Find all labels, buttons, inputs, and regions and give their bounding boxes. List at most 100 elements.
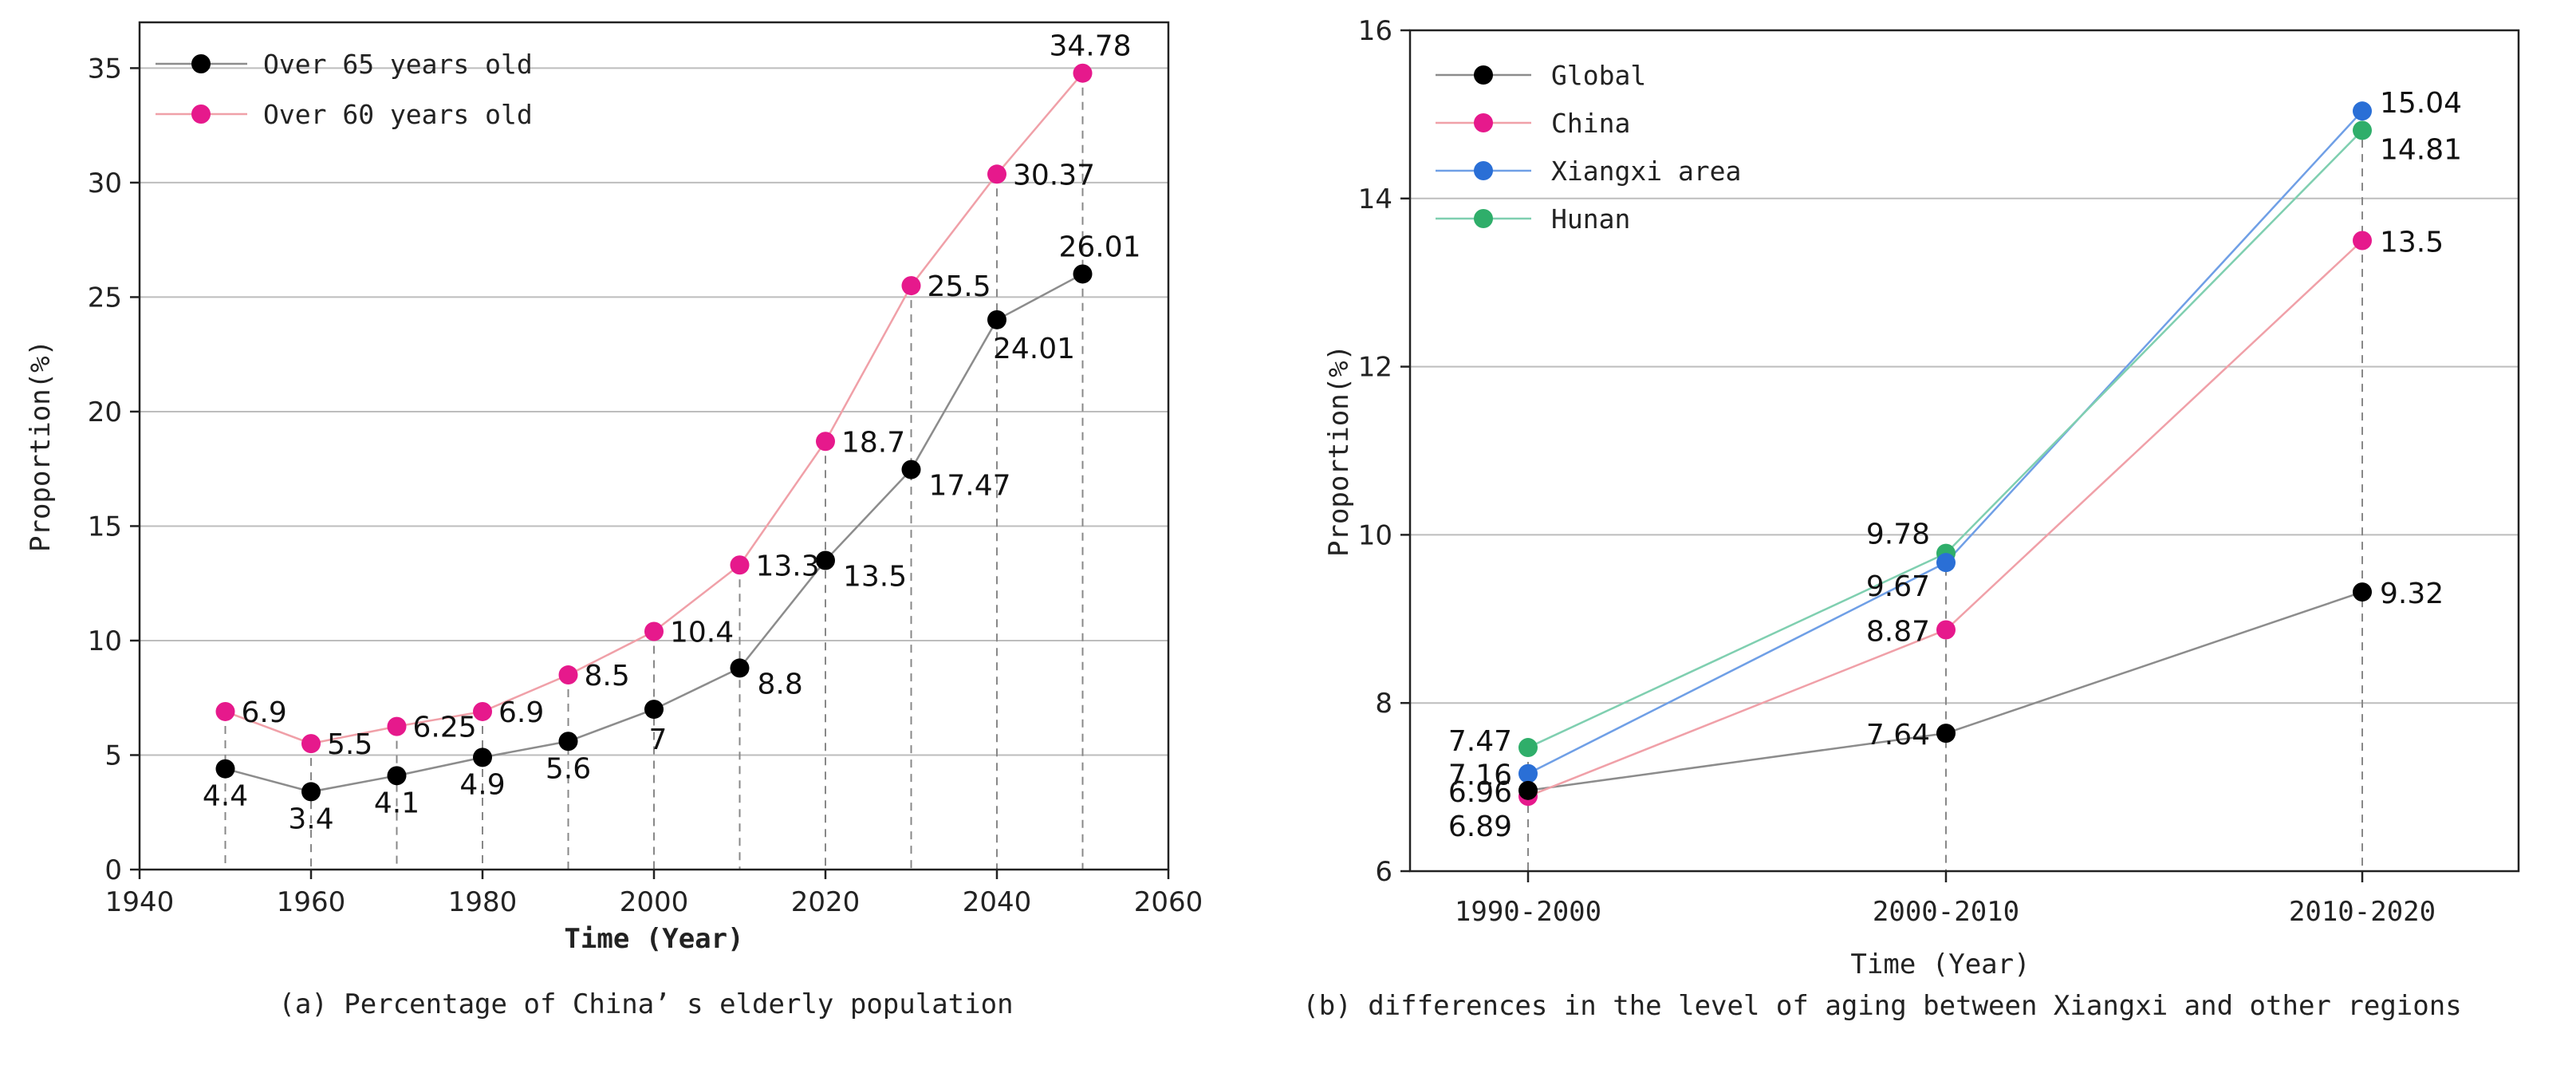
data-point [1518, 763, 1538, 783]
data-label: 13.3 [756, 550, 820, 582]
x-tick-label: 2040 [963, 886, 1032, 918]
data-label: 17.47 [929, 470, 1011, 503]
data-label: 4.4 [203, 780, 248, 813]
data-label: 7.47 [1448, 725, 1512, 758]
legend-label: Xiangxi area [1551, 156, 1741, 187]
y-tick-label: 35 [88, 53, 122, 85]
x-tick-label: 2000-2010 [1873, 896, 2019, 928]
data-label: 6.89 [1448, 811, 1512, 843]
legend-label: Hunan [1551, 203, 1630, 235]
data-label: 24.01 [993, 333, 1075, 365]
x-tick-label: 1980 [448, 886, 518, 918]
y-axis-title: Proportion(%) [1323, 345, 1355, 557]
data-label: 25.5 [928, 270, 991, 303]
x-axis-title: Time (Year) [564, 923, 743, 955]
legend-marker [1474, 65, 1493, 85]
data-point [816, 432, 835, 452]
data-point [1518, 780, 1538, 800]
data-label: 3.4 [288, 803, 333, 835]
x-tick-label: 2020 [791, 886, 861, 918]
data-label: 18.7 [841, 426, 905, 459]
data-label: 5.5 [327, 728, 372, 761]
data-point [2353, 582, 2372, 602]
data-point [1936, 553, 1956, 573]
data-point [301, 782, 321, 802]
y-tick-label: 0 [104, 854, 122, 886]
data-point [901, 460, 921, 479]
data-label: 10.4 [670, 616, 734, 649]
y-tick-label: 5 [104, 740, 122, 771]
data-point [816, 550, 835, 570]
data-point [1936, 620, 1956, 640]
chart-caption: (b) differences in the level of aging be… [1302, 990, 2461, 1022]
chart-a-elderly-population: 1940 1960 1980 2000 2020 2040 2060 0 5 10 15 20 25 30… [25, 21, 1203, 1020]
y-tick-label: 10 [1358, 519, 1392, 551]
y-tick-label: 14 [1358, 183, 1392, 215]
data-label: 9.67 [1866, 570, 1930, 603]
data-point [644, 700, 664, 720]
data-point [2353, 231, 2372, 250]
data-label: 4.1 [374, 787, 419, 819]
data-label: 30.37 [1013, 159, 1095, 191]
legend-marker [1474, 113, 1493, 132]
data-label: 9.32 [2380, 578, 2444, 610]
legend-marker [191, 54, 211, 73]
data-label: 13.5 [2380, 227, 2444, 259]
x-tick-label: 1960 [277, 886, 346, 918]
y-tick-label: 10 [88, 625, 122, 657]
data-label: 6.96 [1448, 776, 1512, 809]
x-tick-label: 2010-2020 [2289, 896, 2436, 928]
y-axis-title: Proportion(%) [25, 340, 57, 552]
data-point [2353, 101, 2372, 121]
data-label: 13.5 [843, 561, 907, 594]
y-tick-label: 25 [88, 282, 122, 314]
data-point [473, 748, 492, 767]
data-label: 26.01 [1059, 231, 1141, 263]
data-point [730, 555, 750, 575]
data-label: 6.9 [498, 696, 544, 729]
data-point [987, 164, 1006, 184]
data-point [215, 759, 235, 779]
legend-label: Global [1551, 60, 1646, 91]
data-label: 6.25 [413, 712, 477, 744]
x-tick-label: 1990-2000 [1455, 896, 1601, 928]
data-label: 14.81 [2380, 133, 2462, 166]
data-point [987, 310, 1006, 329]
legend-label: China [1551, 108, 1630, 139]
data-label: 15.04 [2380, 87, 2462, 120]
data-point [2353, 120, 2372, 140]
chart-b-aging-differences: 1990-2000 2000-2010 2010-2020 6 8 10 12 14 16 Tim… [1302, 15, 2520, 1022]
data-point [215, 701, 235, 721]
y-tick-label: 6 [1375, 856, 1392, 888]
legend-label: Over 65 years old [263, 49, 533, 80]
data-label: 7 [649, 724, 668, 756]
data-label: 6.9 [242, 696, 287, 729]
plot-frame [1408, 29, 2520, 873]
y-tick-label: 12 [1358, 352, 1392, 384]
y-tick-label: 15 [88, 511, 122, 542]
x-tick-label: 1940 [105, 886, 175, 918]
data-label: 5.6 [546, 752, 591, 785]
chart-caption: (a) Percentage of China’ s elderly popul… [278, 988, 1013, 1020]
data-point [730, 658, 750, 678]
data-point [644, 621, 664, 641]
y-tick-label: 8 [1375, 688, 1392, 720]
data-label: 34.78 [1050, 30, 1132, 63]
data-point [473, 701, 492, 721]
data-point [901, 276, 921, 296]
data-point [301, 734, 321, 754]
legend-label: Over 60 years old [263, 99, 533, 130]
y-tick-label: 30 [88, 168, 122, 199]
x-axis-title: Time (Year) [1850, 949, 2030, 980]
y-tick-label: 20 [88, 396, 122, 428]
data-point [1073, 264, 1093, 284]
x-tick-label: 2000 [620, 886, 689, 918]
legend-marker [1474, 161, 1493, 180]
data-point [558, 665, 578, 685]
data-label: 8.8 [758, 668, 803, 700]
data-label: 7.16 [1448, 759, 1512, 792]
x-tick-label: 2060 [1134, 886, 1203, 918]
data-point [558, 732, 578, 751]
data-label: 7.64 [1866, 719, 1930, 751]
